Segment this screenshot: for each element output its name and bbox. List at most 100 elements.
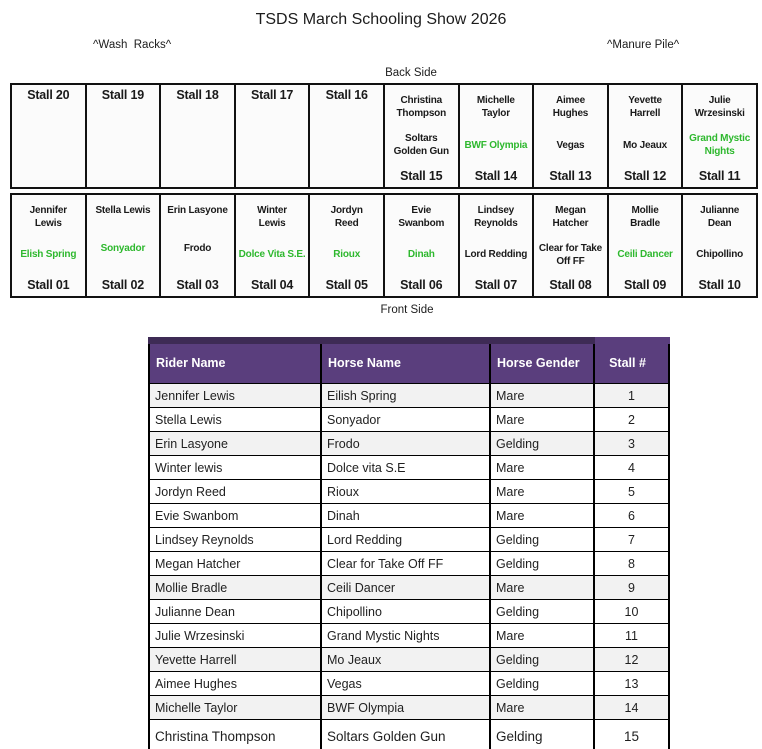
stall-horse-name: Vegas — [556, 139, 585, 151]
column-header-horse-gender: Horse Gender — [489, 337, 595, 384]
column-header-horse-name: Horse Name — [320, 337, 491, 384]
back-side-label: Back Side — [385, 67, 437, 79]
stall-horse-name: Dolce Vita S.E. — [238, 249, 306, 261]
table-row: Christina Thompson Soltars Golden Gun Geld… — [148, 719, 670, 749]
rider-name-cell: Christina Thompson — [148, 719, 322, 749]
horse-name-cell: Eilish Spring — [320, 383, 491, 408]
horse-name-cell: Grand Mystic Nights — [320, 623, 491, 648]
stall-number-label: Stall 19 — [101, 88, 144, 102]
horse-gender-cell: Gelding — [489, 719, 595, 749]
horse-gender-cell: Mare — [489, 575, 595, 600]
stall-cell-stall-05: Jordyn Reed Rioux Stall 05 — [308, 195, 383, 296]
stall-number-cell: 9 — [593, 575, 670, 600]
horse-gender-cell: Mare — [489, 695, 595, 720]
front-side-label: Front Side — [380, 304, 434, 316]
stall-cell-stall-06: Evie Swanbom Dinah Stall 06 — [382, 195, 458, 296]
horse-name-cell: Sonyador — [320, 407, 491, 432]
stall-rider-name: Christina Thompson — [396, 95, 447, 120]
stall-grid-back-row: Stall 20 Stall 19 Stall 18 Stall 17 Stall 16… — [10, 83, 758, 189]
stall-rider-name: Yevette Harrell — [628, 95, 662, 120]
rider-name-cell: Evie Swanbom — [148, 503, 322, 528]
horse-gender-cell: Gelding — [489, 599, 595, 624]
horse-gender-cell: Gelding — [489, 647, 595, 672]
table-row: Aimee Hughes Vegas Gelding 13 — [148, 671, 670, 696]
table-row: Evie Swanbom Dinah Mare 6 — [148, 503, 670, 528]
stall-number-label: Stall 15 — [400, 169, 443, 184]
horse-name-cell: Chipollino — [320, 599, 491, 624]
horse-name-cell: Dinah — [320, 503, 491, 528]
horse-gender-cell: Mare — [489, 383, 595, 408]
horse-name-cell: BWF Olympia — [320, 695, 491, 720]
stall-number-label: Stall 18 — [176, 88, 219, 102]
stall-rider-name: Mollie Bradle — [630, 205, 661, 230]
stall-horse-name: Soltars Golden Gun — [393, 133, 449, 158]
rider-name-cell: Jordyn Reed — [148, 479, 322, 504]
horse-gender-cell: Gelding — [489, 551, 595, 576]
table-row: Megan Hatcher Clear for Take Off FF Geldin… — [148, 551, 670, 576]
stall-rider-name: Megan Hatcher — [552, 205, 589, 230]
stall-grid-front-row: Jennifer Lewis Elish Spring Stall 01 Stella… — [10, 193, 758, 298]
stall-cell-stall-02: Stella Lewis Sonyador Stall 02 — [84, 195, 160, 296]
horse-name-cell: Dolce vita S.E — [320, 455, 491, 480]
stall-cell-stall-03: Erin Lasyone Frodo Stall 03 — [159, 195, 234, 296]
stall-number-label: Stall 06 — [400, 278, 443, 293]
stall-number-label: Stall 01 — [27, 278, 70, 293]
stall-rider-name: Aimee Hughes — [552, 95, 589, 120]
stall-cell-stall-11: Julie Wrzesinski Grand Mystic Nights Stall… — [681, 85, 756, 187]
table-row: Julianne Dean Chipollino Gelding 10 — [148, 599, 670, 624]
stall-cell-stall-15: Christina Thompson Soltars Golden Gun Stal… — [382, 85, 458, 187]
stall-cell-stall-14: Michelle Taylor BWF Olympia Stall 14 — [457, 85, 533, 187]
horse-gender-cell: Gelding — [489, 671, 595, 696]
stall-rider-name: Stella Lewis — [95, 205, 151, 216]
rider-name-cell: Julianne Dean — [148, 599, 322, 624]
stall-cell-stall-01: Jennifer Lewis Elish Spring Stall 01 — [12, 195, 85, 296]
stall-horse-name: Mo Jeaux — [623, 139, 668, 151]
rider-name-cell: Julie Wrzesinski — [148, 623, 322, 648]
rider-name-cell: Michelle Taylor — [148, 695, 322, 720]
horse-name-cell: Soltars Golden Gun — [320, 719, 491, 749]
table-row: Stella Lewis Sonyador Mare 2 — [148, 407, 670, 432]
horse-name-cell: Rioux — [320, 479, 491, 504]
stall-horse-name: Dinah — [407, 249, 435, 261]
stall-horse-name: Sonyador — [100, 242, 146, 254]
stall-cell-stall-19: Stall 19 — [84, 85, 160, 187]
stall-number-label: Stall 11 — [698, 169, 741, 184]
stall-number-cell: 11 — [593, 623, 670, 648]
stall-number-label: Stall 08 — [549, 278, 592, 293]
table-row: Julie Wrzesinski Grand Mystic Nights Mare 1… — [148, 623, 670, 648]
manure-pile-label: ^Manure Pile^ — [607, 39, 680, 51]
horse-name-cell: Vegas — [320, 671, 491, 696]
page-title: TSDS March Schooling Show 2026 — [255, 11, 507, 28]
horse-name-cell: Frodo — [320, 431, 491, 456]
table-row: Lindsey Reynolds Lord Redding Gelding 7 — [148, 527, 670, 552]
table-row: Erin Lasyone Frodo Gelding 3 — [148, 431, 670, 456]
stall-rider-name: Jennifer Lewis — [29, 205, 68, 230]
wash-racks-label: ^Wash Racks^ — [93, 39, 172, 51]
stall-number-label: Stall 10 — [698, 278, 741, 293]
stall-number-cell: 12 — [593, 647, 670, 672]
table-header-row: Rider Name Horse Name Horse Gender Stall… — [148, 337, 670, 384]
rider-name-cell: Aimee Hughes — [148, 671, 322, 696]
table-row: Jordyn Reed Rioux Mare 5 — [148, 479, 670, 504]
stall-horse-name: Ceili Dancer — [617, 249, 673, 261]
stall-horse-name: Rioux — [333, 249, 361, 261]
stall-rider-name: Julie Wrzesinski — [694, 95, 745, 120]
stall-rider-name: Erin Lasyone — [167, 205, 228, 216]
stall-cell-stall-10: Julianne Dean Chipollino Stall 10 — [681, 195, 756, 296]
stall-cell-stall-04: Winter Lewis Dolce Vita S.E. Stall 04 — [233, 195, 309, 296]
stall-rider-name: Michelle Taylor — [476, 95, 515, 120]
stall-number-cell: 14 — [593, 695, 670, 720]
stall-horse-name: Clear for Take Off FF — [538, 242, 603, 267]
rider-name-cell: Yevette Harrell — [148, 647, 322, 672]
table-row: Mollie Bradle Ceili Dancer Mare 9 — [148, 575, 670, 600]
stall-number-label: Stall 09 — [623, 278, 667, 293]
rider-name-cell: Erin Lasyone — [148, 431, 322, 456]
stall-cell-stall-18: Stall 18 — [159, 85, 234, 187]
stall-cell-stall-07: Lindsey Reynolds Lord Redding Stall 07 — [457, 195, 533, 296]
stall-number-cell: 7 — [593, 527, 670, 552]
horse-gender-cell: Gelding — [489, 431, 595, 456]
stall-horse-name: BWF Olympia — [464, 139, 528, 151]
stall-cell-stall-20: Stall 20 — [12, 85, 85, 187]
horse-gender-cell: Mare — [489, 623, 595, 648]
